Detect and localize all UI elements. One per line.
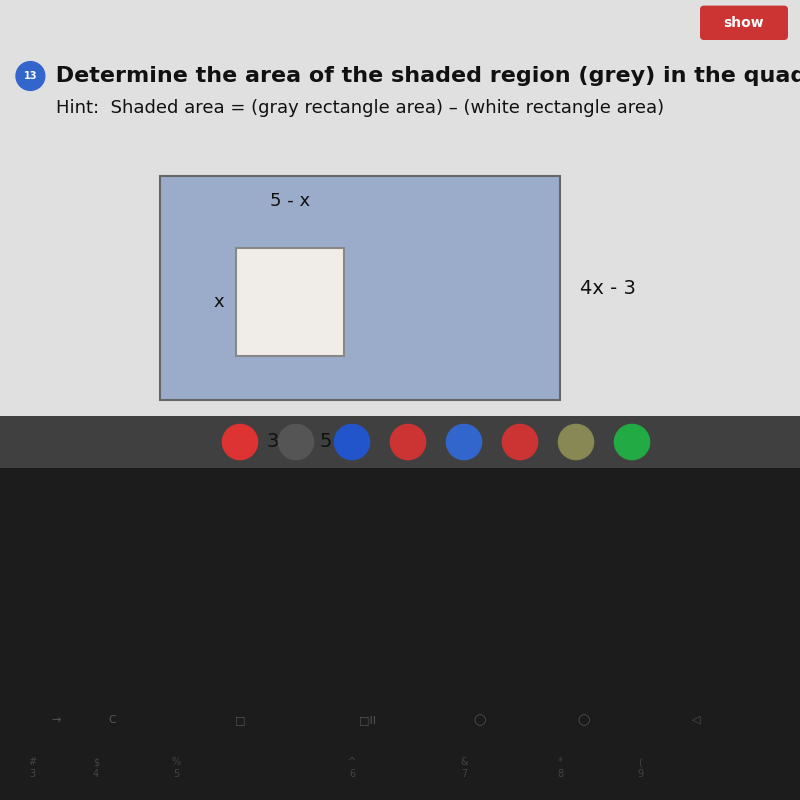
Text: Hint:  Shaded area = (gray rectangle area) – (white rectangle area): Hint: Shaded area = (gray rectangle area… [56, 99, 664, 117]
Text: ^
6: ^ 6 [348, 757, 356, 779]
Bar [0, 416, 800, 468]
Circle shape [390, 424, 426, 459]
Circle shape [222, 424, 258, 459]
Text: ◯: ◯ [578, 714, 590, 726]
Text: #
3: # 3 [28, 757, 36, 779]
Bar [0, 468, 800, 800]
FancyBboxPatch shape [700, 6, 788, 40]
Text: &
7: & 7 [460, 757, 468, 779]
Text: □: □ [234, 715, 246, 725]
Bar [0, 0, 800, 496]
Text: 3x + 5: 3x + 5 [267, 432, 333, 451]
Text: ◁: ◁ [692, 715, 700, 725]
Bar [160, 176, 560, 400]
Text: 5 - x: 5 - x [270, 192, 310, 210]
Text: $
4: $ 4 [93, 757, 99, 779]
Circle shape [334, 424, 370, 459]
Text: *
8: * 8 [557, 757, 563, 779]
Circle shape [502, 424, 538, 459]
Circle shape [16, 62, 45, 90]
Text: show: show [724, 16, 764, 30]
Text: 13: 13 [24, 71, 37, 81]
Circle shape [278, 424, 314, 459]
Text: Determine the area of the shaded region (grey) in the quadratic form.: Determine the area of the shaded region … [48, 66, 800, 86]
Text: (
9: ( 9 [637, 757, 643, 779]
Text: C: C [108, 715, 116, 725]
Text: □II: □II [359, 715, 377, 725]
Text: x: x [214, 293, 224, 311]
Circle shape [614, 424, 650, 459]
Text: ◯: ◯ [474, 714, 486, 726]
Circle shape [558, 424, 594, 459]
Bar [236, 248, 344, 356]
Text: →: → [51, 715, 61, 725]
Text: %
5: % 5 [171, 757, 181, 779]
Text: 4x - 3: 4x - 3 [580, 278, 636, 298]
Circle shape [446, 424, 482, 459]
